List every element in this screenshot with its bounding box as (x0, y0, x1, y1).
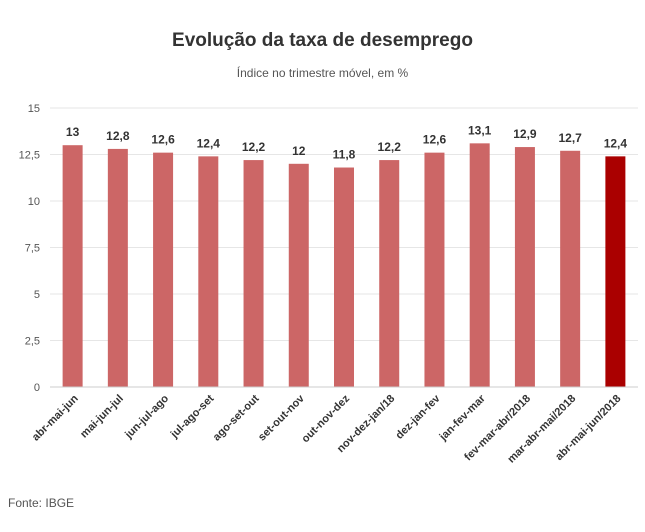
bar (107, 148, 128, 387)
data-label: 12,4 (197, 136, 221, 150)
bar (514, 147, 535, 387)
data-label: 12,6 (151, 133, 175, 147)
bar (153, 152, 174, 387)
bar (62, 145, 83, 387)
data-label: 12,6 (423, 133, 447, 147)
y-tick-label: 15 (28, 103, 40, 115)
data-label: 12 (292, 144, 306, 158)
x-tick-label: jul-ago-set (168, 392, 217, 441)
data-label: 13,1 (468, 123, 492, 137)
y-tick-label: 0 (34, 382, 40, 394)
x-tick-label: mai-jun-jul (78, 393, 126, 441)
x-tick-label: dez-jan-fev (393, 392, 443, 442)
data-label: 13 (66, 125, 80, 139)
data-label: 12,2 (242, 140, 266, 154)
bar (198, 156, 219, 387)
bar (243, 160, 264, 387)
y-tick-label: 12,5 (19, 150, 40, 162)
bar (379, 160, 400, 387)
chart-title: Evolução da taxa de desemprego (172, 30, 473, 51)
bar (469, 143, 490, 387)
x-tick-label: ago-set-out (211, 392, 262, 443)
bars (62, 143, 626, 387)
data-label: 12,8 (106, 129, 130, 143)
data-label: 12,7 (558, 131, 582, 145)
y-tick-label: 7,5 (25, 243, 40, 255)
y-tick-label: 5 (34, 289, 40, 301)
y-axis-ticks: 0 2,5 5 7,5 10 12,5 15 (19, 103, 40, 394)
x-tick-label: abr-mai-jun (30, 392, 81, 443)
y-tick-label: 10 (28, 196, 40, 208)
x-tick-label: jun-jul-ago (122, 392, 171, 441)
bar (605, 156, 626, 387)
bar (560, 150, 581, 387)
chart-subtitle: Índice no trimestre móvel, em % (236, 66, 409, 80)
bar (288, 163, 309, 387)
data-label: 12,4 (604, 136, 628, 150)
data-labels: 13 12,8 12,6 12,4 12,2 12 11,8 12,2 12,6 13,1 12,9… (66, 123, 627, 161)
bar (424, 152, 445, 387)
source-note: Fonte: IBGE (8, 496, 75, 510)
bar (334, 167, 354, 387)
data-label: 11,8 (333, 148, 356, 162)
y-tick-label: 2,5 (25, 336, 40, 348)
data-label: 12,9 (513, 127, 537, 141)
data-label: 12,2 (378, 140, 402, 154)
x-axis-labels: abr-mai-junmai-jun-juljun-jul-agojul-ago… (30, 392, 624, 466)
